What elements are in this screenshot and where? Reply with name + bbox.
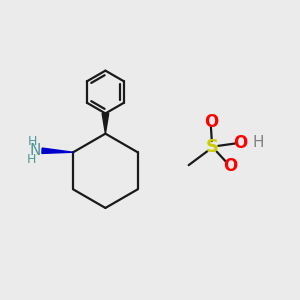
Text: N: N bbox=[29, 143, 40, 158]
Text: H: H bbox=[26, 153, 36, 166]
Text: S: S bbox=[206, 138, 219, 156]
Text: H: H bbox=[252, 135, 264, 150]
Text: O: O bbox=[223, 157, 237, 175]
Polygon shape bbox=[42, 148, 73, 153]
Polygon shape bbox=[102, 113, 109, 134]
Text: O: O bbox=[233, 134, 248, 152]
Text: H: H bbox=[28, 135, 37, 148]
Text: O: O bbox=[204, 113, 218, 131]
